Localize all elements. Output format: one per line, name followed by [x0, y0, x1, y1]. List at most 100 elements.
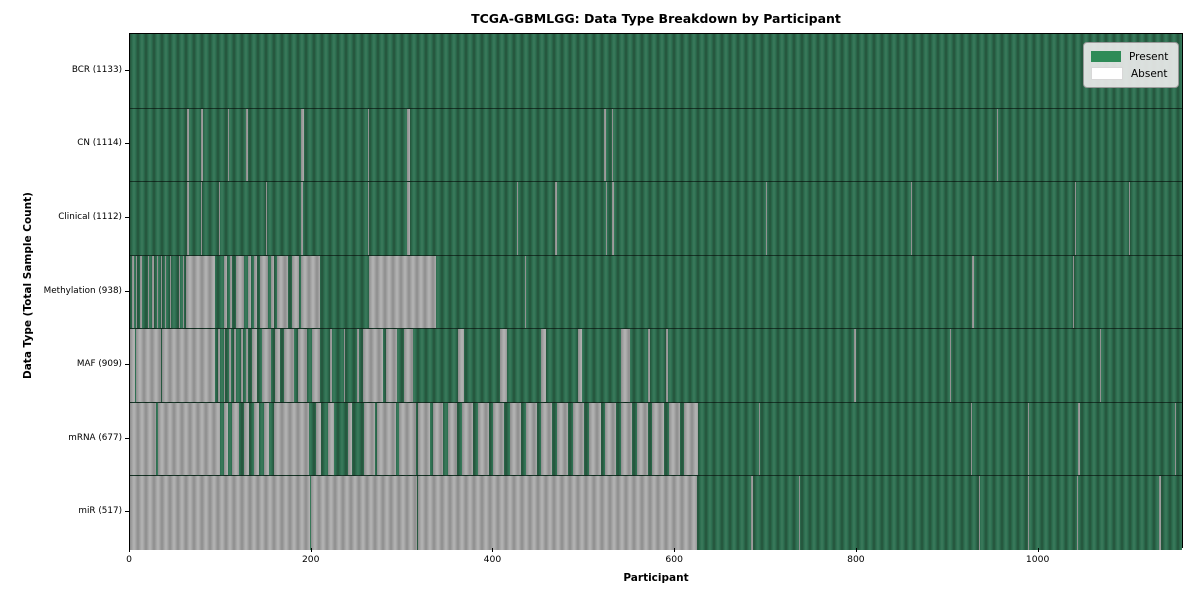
- absent-segment: [1076, 476, 1079, 550]
- absent-segment: [298, 329, 308, 403]
- absent-segment: [478, 402, 489, 477]
- absent-segment: [363, 402, 376, 477]
- absent-segment: [158, 402, 220, 477]
- absent-segment: [277, 255, 289, 330]
- absent-segment: [407, 182, 410, 256]
- absent-segment: [540, 329, 547, 403]
- absent-segment: [130, 329, 136, 403]
- absent-segment: [606, 182, 608, 256]
- row-miR: [130, 475, 1182, 550]
- y-tick-label-miR: miR (517): [78, 506, 122, 517]
- absent-segment: [348, 402, 352, 477]
- absent-segment: [418, 476, 697, 550]
- absent-segment: [1027, 476, 1030, 550]
- y-tick-label-BCR: BCR (1133): [71, 64, 122, 75]
- x-axis-label: Participant: [623, 572, 689, 584]
- absent-segment: [311, 476, 418, 550]
- absent-segment: [275, 329, 280, 403]
- legend-label: Present: [1129, 50, 1169, 63]
- absent-segment: [1077, 402, 1080, 477]
- legend: Present Absent: [1083, 42, 1179, 88]
- absent-segment: [573, 402, 585, 477]
- absent-segment: [244, 402, 250, 477]
- absent-segment: [620, 329, 630, 403]
- absent-segment: [231, 402, 240, 477]
- absent-segment: [169, 255, 171, 330]
- absent-segment: [612, 182, 614, 256]
- absent-segment: [557, 402, 568, 477]
- absent-segment: [229, 329, 231, 403]
- legend-entry-present: Present: [1091, 48, 1170, 65]
- absent-segment: [1073, 255, 1075, 330]
- absent-segment: [157, 255, 159, 330]
- legend-swatch-present: [1091, 51, 1121, 62]
- absent-segment: [1074, 182, 1077, 256]
- absent-segment: [164, 255, 167, 330]
- absent-segment: [259, 255, 269, 330]
- absent-segment: [398, 402, 417, 477]
- absent-segment: [386, 329, 398, 403]
- absent-segment: [246, 108, 248, 183]
- plot-area: [129, 33, 1183, 550]
- absent-segment: [647, 329, 650, 403]
- y-tick-mark: [125, 69, 129, 71]
- row-CN: [130, 107, 1182, 183]
- absent-segment: [136, 255, 138, 330]
- absent-segment: [620, 402, 632, 477]
- x-tick-label-800: 800: [847, 554, 865, 565]
- absent-segment: [972, 255, 974, 330]
- absent-segment: [273, 402, 309, 477]
- absent-segment: [418, 402, 430, 477]
- absent-segment: [136, 329, 161, 403]
- absent-segment: [187, 108, 189, 183]
- absent-segment: [251, 329, 258, 403]
- absent-segment: [357, 329, 359, 403]
- row-Methylation: [130, 254, 1182, 330]
- absent-segment: [996, 108, 999, 183]
- absent-segment: [458, 329, 465, 403]
- absent-segment: [911, 182, 913, 256]
- x-tick-mark: [855, 548, 857, 552]
- absent-segment: [509, 402, 521, 477]
- absent-segment: [187, 182, 189, 256]
- absent-segment: [223, 329, 226, 403]
- x-tick-label-200: 200: [301, 554, 320, 565]
- absent-segment: [254, 255, 258, 330]
- absent-segment: [343, 329, 346, 403]
- absent-segment: [493, 402, 505, 477]
- absent-segment: [604, 108, 606, 183]
- absent-segment: [253, 402, 259, 477]
- absent-segment: [246, 329, 249, 403]
- absent-segment: [1027, 402, 1029, 477]
- absent-segment: [433, 402, 444, 477]
- absent-segment: [179, 255, 180, 330]
- y-tick-label-Methylation: Methylation (938): [43, 285, 122, 296]
- y-tick-mark: [125, 290, 129, 292]
- absent-segment: [971, 402, 973, 477]
- absent-segment: [525, 255, 527, 330]
- absent-segment: [270, 255, 274, 330]
- absent-segment: [284, 329, 294, 403]
- absent-segment: [577, 329, 582, 403]
- absent-segment: [668, 402, 680, 477]
- absent-segment: [329, 329, 332, 403]
- absent-segment: [978, 476, 980, 550]
- legend-swatch-absent: [1091, 67, 1123, 80]
- absent-segment: [182, 255, 184, 330]
- absent-segment: [236, 255, 245, 330]
- row-mRNA: [130, 401, 1182, 477]
- absent-segment: [248, 255, 251, 330]
- absent-segment: [151, 255, 154, 330]
- absent-segment: [144, 255, 146, 330]
- legend-label: Absent: [1131, 67, 1168, 80]
- x-tick-mark: [310, 548, 312, 552]
- absent-segment: [263, 402, 269, 477]
- absent-segment: [605, 402, 617, 477]
- absent-segment: [766, 182, 767, 256]
- absent-segment: [368, 108, 370, 183]
- absent-segment: [218, 329, 220, 403]
- row-MAF: [130, 328, 1182, 403]
- absent-segment: [949, 329, 951, 403]
- absent-segment: [200, 182, 203, 256]
